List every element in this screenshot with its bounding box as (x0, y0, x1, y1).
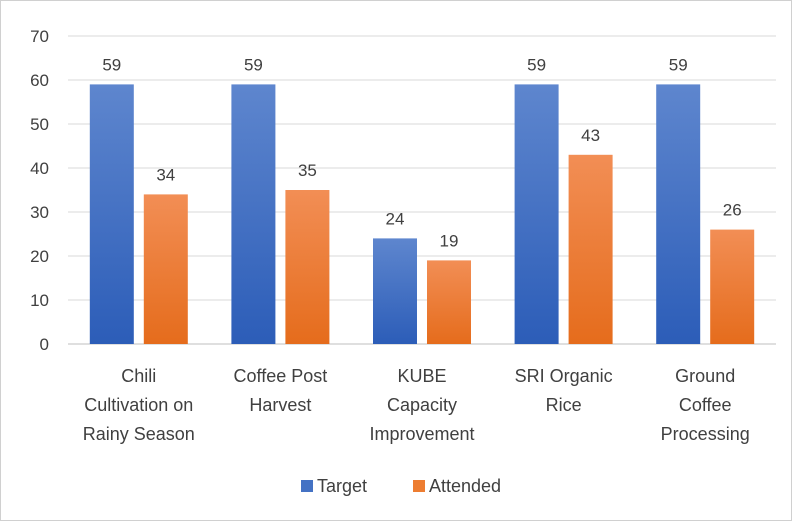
data-label: 59 (669, 55, 688, 74)
bar-attended (143, 194, 188, 344)
legend-swatch-attended (413, 480, 425, 492)
x-tick-label: Ground (675, 366, 735, 386)
x-tick-label: Rice (546, 395, 582, 415)
y-tick-label: 60 (30, 71, 49, 90)
legend-label: Attended (429, 476, 501, 496)
y-tick-label: 0 (40, 335, 49, 354)
data-label: 59 (102, 55, 121, 74)
bar-target (656, 84, 701, 345)
data-label: 59 (244, 55, 263, 74)
y-tick-label: 20 (30, 247, 49, 266)
x-tick-label: Harvest (249, 395, 311, 415)
bar-attended (710, 229, 755, 344)
x-tick-label: Processing (661, 424, 750, 444)
data-label: 35 (298, 161, 317, 180)
legend: Target Attended (301, 476, 501, 496)
y-tick-label: 50 (30, 115, 49, 134)
y-tick-label: 40 (30, 159, 49, 178)
x-tick-label: KUBE (397, 366, 446, 386)
legend-label: Target (317, 476, 367, 496)
data-label: 59 (527, 55, 546, 74)
bar-target (231, 84, 276, 345)
data-labels: 59 34 59 35 24 19 59 43 59 26 (102, 55, 741, 250)
data-label: 34 (156, 165, 175, 184)
x-axis-labels: Chili Cultivation on Rainy Season Coffee Po… (83, 366, 750, 444)
y-tick-label: 70 (30, 27, 49, 46)
x-tick-label: Cultivation on (84, 395, 193, 415)
data-label: 19 (440, 231, 459, 250)
x-tick-label: Chili (121, 366, 156, 386)
bar-attended (285, 190, 330, 344)
data-label: 26 (723, 201, 742, 220)
bar-attended (427, 260, 471, 344)
bar-target (89, 84, 134, 345)
bar-target (514, 84, 559, 345)
x-tick-label: Coffee (679, 395, 732, 415)
x-tick-label: Rainy Season (83, 424, 195, 444)
x-tick-label: Improvement (369, 424, 474, 444)
x-tick-label: Coffee Post (234, 366, 328, 386)
y-tick-label: 30 (30, 203, 49, 222)
bars (89, 84, 755, 345)
x-tick-label: Capacity (387, 395, 457, 415)
y-tick-label: 10 (30, 291, 49, 310)
data-label: 24 (386, 209, 405, 228)
legend-swatch-target (301, 480, 313, 492)
x-tick-label: SRI Organic (515, 366, 613, 386)
bar-target (373, 238, 417, 344)
y-axis-ticks: 0 10 20 30 40 50 60 70 (30, 27, 49, 354)
data-label: 43 (581, 126, 600, 145)
bar-attended (568, 154, 613, 344)
